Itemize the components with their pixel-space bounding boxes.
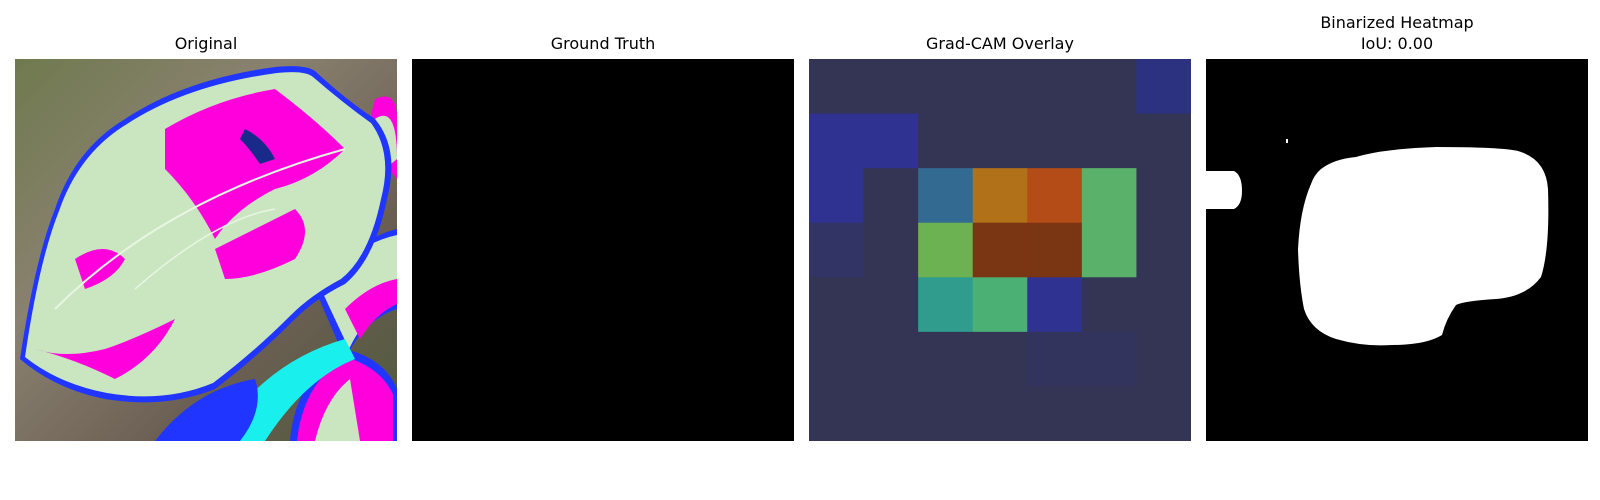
panel-title-gradcam: Grad-CAM Overlay <box>809 33 1191 54</box>
heatmap-cell <box>1027 223 1082 278</box>
heatmap-cell <box>973 59 1028 114</box>
heatmap-cell <box>1136 168 1191 223</box>
iou-label: IoU: 0.00 <box>1206 33 1588 54</box>
ground-truth-mask <box>412 59 794 441</box>
heatmap-cell <box>918 59 973 114</box>
binarized-heatmap <box>1206 59 1588 441</box>
heatmap-cell <box>973 223 1028 278</box>
heatmap-cell <box>809 332 864 387</box>
heatmap-cell <box>1027 114 1082 169</box>
heatmap-cell <box>918 386 973 441</box>
heatmap-cell <box>1082 386 1137 441</box>
original-image <box>15 59 397 441</box>
heatmap-cell <box>973 114 1028 169</box>
heatmap-cell <box>918 223 973 278</box>
binarized-mask <box>1206 59 1588 441</box>
heatmap-cell <box>809 168 864 223</box>
binarized-speck <box>1286 139 1288 143</box>
heatmap-cell <box>1082 332 1137 387</box>
panel-title-ground-truth: Ground Truth <box>412 33 794 54</box>
panel-title-original: Original <box>15 33 397 54</box>
heatmap-cell <box>809 114 864 169</box>
heatmap-cell <box>1082 59 1137 114</box>
heatmap-cell <box>918 277 973 332</box>
heatmap-cell <box>1082 168 1137 223</box>
heatmap-cell <box>1027 332 1082 387</box>
heatmap-cell <box>973 332 1028 387</box>
heatmap-cell <box>973 277 1028 332</box>
heatmap-cell <box>864 59 919 114</box>
heatmap-cell <box>973 386 1028 441</box>
heatmap-cell <box>1082 223 1137 278</box>
heatmap-cell <box>864 332 919 387</box>
heatmap-cell <box>973 168 1028 223</box>
heatmap-cell <box>809 277 864 332</box>
heatmap-cell <box>1136 386 1191 441</box>
heatmap-cell <box>918 332 973 387</box>
heatmap-cell <box>1027 277 1082 332</box>
heatmap-cell <box>864 114 919 169</box>
heatmap-cell <box>1082 114 1137 169</box>
heatmap-cell <box>1136 223 1191 278</box>
heatmap-cell <box>1027 168 1082 223</box>
leaf-image <box>15 59 397 441</box>
heatmap-cell <box>1082 277 1137 332</box>
heatmap-cell <box>864 386 919 441</box>
heatmap-cell <box>809 386 864 441</box>
binarized-blob-left <box>1206 171 1242 209</box>
heatmap-cell <box>1027 386 1082 441</box>
heatmap-cell <box>918 114 973 169</box>
heatmap-cell <box>864 223 919 278</box>
heatmap-cell <box>864 277 919 332</box>
gradcam-grid <box>809 59 1191 441</box>
heatmap-cell <box>1027 59 1082 114</box>
gradcam-heatmap <box>809 59 1191 441</box>
heatmap-cell <box>1136 59 1191 114</box>
panel-title-binarized: Binarized Heatmap <box>1206 12 1588 33</box>
heatmap-cell <box>918 168 973 223</box>
heatmap-cell <box>809 223 864 278</box>
heatmap-cell <box>1136 277 1191 332</box>
heatmap-cell <box>1136 332 1191 387</box>
heatmap-cell <box>1136 114 1191 169</box>
heatmap-cell <box>809 59 864 114</box>
heatmap-cell <box>864 168 919 223</box>
